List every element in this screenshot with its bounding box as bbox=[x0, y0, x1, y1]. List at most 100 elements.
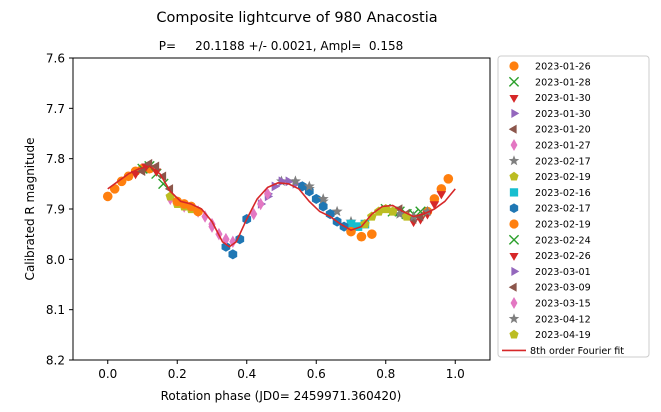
legend-label: 2023-01-20 bbox=[535, 125, 591, 136]
x-axis-label: Rotation phase (JD0= 2459971.360420) bbox=[161, 389, 402, 403]
legend-frame bbox=[497, 55, 650, 358]
legend-marker bbox=[508, 124, 517, 134]
data-point bbox=[116, 176, 127, 187]
fourier-fit-line bbox=[107, 165, 456, 248]
data-point bbox=[394, 208, 406, 219]
data-point bbox=[228, 249, 238, 260]
legend-marker bbox=[508, 313, 520, 324]
fit-line-layer bbox=[107, 165, 456, 248]
data-point bbox=[102, 191, 113, 202]
data-point bbox=[346, 219, 356, 229]
data-point bbox=[123, 171, 134, 182]
data-point bbox=[367, 211, 377, 221]
legend-item: 2023-01-30 bbox=[511, 108, 591, 120]
data-point bbox=[331, 205, 343, 217]
legend: 2023-01-26 2023-01-28 2023-01-30 2023-01-30… bbox=[497, 55, 650, 358]
data-point bbox=[387, 206, 398, 216]
data-point bbox=[130, 171, 141, 180]
data-point bbox=[208, 217, 216, 231]
legend-item: 2023-03-09 bbox=[508, 282, 591, 294]
data-point bbox=[229, 235, 237, 248]
series-2023-02-19-10 bbox=[172, 174, 454, 242]
x-axis: 0.0 0.2 0.4 0.6 0.8 1.0 bbox=[98, 360, 465, 381]
legend-label: 2023-03-09 bbox=[535, 283, 591, 294]
legend-marker bbox=[511, 108, 520, 118]
data-point bbox=[264, 187, 272, 201]
x-tick-label: 0.6 bbox=[307, 367, 326, 381]
data-point bbox=[318, 201, 328, 212]
legend-label: 2023-04-19 bbox=[535, 330, 591, 341]
data-point bbox=[257, 197, 265, 211]
data-point bbox=[429, 201, 440, 210]
data-point bbox=[353, 222, 363, 231]
legend-label: 2023-01-26 bbox=[535, 62, 591, 73]
legend-label: 2023-02-24 bbox=[535, 235, 591, 246]
legend-item: 2023-01-28 bbox=[508, 76, 591, 88]
legend-label: 2023-03-01 bbox=[535, 267, 591, 278]
legend-label: 2023-01-28 bbox=[535, 77, 591, 88]
legend-item: 2023-01-27 bbox=[510, 139, 591, 152]
x-tick-label: 0.2 bbox=[168, 367, 187, 381]
legend-item: 2023-01-20 bbox=[508, 124, 591, 136]
y-axis: 7.6 7.7 7.8 7.9 8.0 8.1 8.2 bbox=[46, 52, 73, 368]
legend-marker bbox=[508, 234, 520, 245]
legend-label: 2023-02-17 bbox=[535, 204, 591, 215]
y-tick-label: 7.7 bbox=[46, 102, 65, 116]
legend-label: 2023-02-16 bbox=[535, 188, 591, 199]
y-tick-label: 8.0 bbox=[46, 253, 65, 267]
legend-item: 2023-02-17 bbox=[509, 203, 591, 215]
legend-label: 8th order Fourier fit bbox=[530, 346, 624, 357]
legend-item: 2023-02-16 bbox=[509, 188, 591, 199]
legend-marker bbox=[508, 282, 517, 292]
legend-marker bbox=[509, 188, 519, 197]
x-tick-label: 0.4 bbox=[237, 367, 256, 381]
legend-label: 2023-02-19 bbox=[535, 172, 591, 183]
data-point bbox=[303, 180, 315, 192]
legend-item: 2023-04-12 bbox=[508, 313, 591, 325]
legend-marker bbox=[509, 329, 519, 339]
data-point bbox=[356, 231, 367, 242]
x-tick-label: 1.0 bbox=[446, 367, 465, 381]
legend-marker bbox=[508, 155, 520, 166]
legend-marker bbox=[509, 203, 519, 214]
legend-label: 2023-01-30 bbox=[535, 109, 591, 120]
data-point bbox=[235, 234, 245, 245]
chart-subtitle: P= 20.1188 +/- 0.0021, Ampl= 0.158 bbox=[159, 39, 404, 53]
data-point bbox=[297, 181, 307, 192]
legend-label: 2023-02-19 bbox=[535, 220, 591, 231]
y-tick-label: 8.1 bbox=[46, 303, 65, 317]
series-2023-02-17-9 bbox=[221, 181, 349, 260]
data-point bbox=[325, 208, 335, 220]
legend-item: 2023-02-26 bbox=[509, 251, 591, 262]
legend-marker bbox=[509, 61, 519, 71]
legend-item: 2023-03-01 bbox=[511, 266, 591, 278]
legend-item: 2023-02-17 bbox=[508, 155, 591, 167]
legend-marker bbox=[510, 297, 518, 309]
legend-label: 2023-02-26 bbox=[535, 251, 591, 262]
data-point bbox=[289, 175, 301, 186]
legend-item: 2023-02-24 bbox=[508, 234, 591, 246]
data-point bbox=[136, 166, 146, 177]
data-point bbox=[443, 174, 454, 184]
data-point bbox=[201, 210, 209, 223]
legend-label: 2023-04-12 bbox=[535, 314, 591, 325]
data-point bbox=[317, 193, 329, 204]
legend-marker bbox=[509, 94, 519, 103]
legend-marker bbox=[508, 76, 520, 87]
chart-title: Composite lightcurve of 980 Anacostia bbox=[156, 10, 437, 26]
data-point bbox=[221, 241, 231, 252]
x-tick-label: 0.8 bbox=[376, 367, 395, 381]
legend-label: 2023-02-17 bbox=[535, 156, 591, 167]
legend-marker bbox=[510, 139, 518, 151]
legend-marker bbox=[509, 171, 519, 181]
data-point bbox=[436, 191, 447, 200]
data-point bbox=[421, 205, 433, 217]
legend-marker bbox=[509, 252, 519, 261]
legend-marker bbox=[511, 266, 520, 276]
legend-item: 2023-04-19 bbox=[509, 329, 591, 341]
legend-item: 2023-01-26 bbox=[509, 61, 591, 73]
y-tick-label: 7.9 bbox=[46, 203, 65, 217]
y-tick-label: 7.8 bbox=[46, 152, 65, 166]
data-point bbox=[311, 193, 321, 204]
